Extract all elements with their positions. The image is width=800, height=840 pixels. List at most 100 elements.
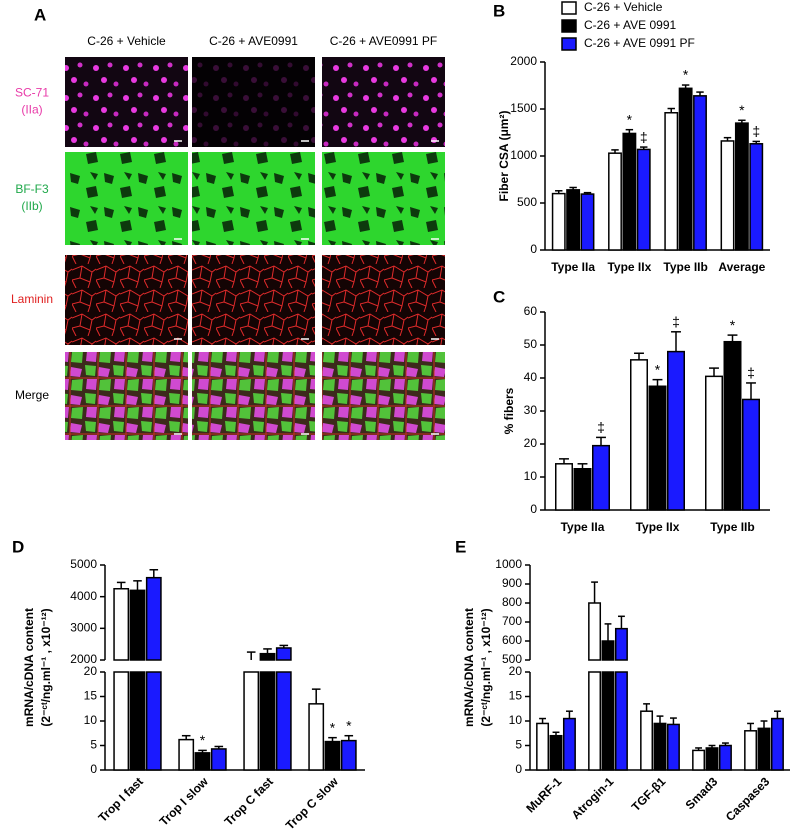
y-tick-label: 0 bbox=[515, 762, 522, 776]
y-tick-label: 10 bbox=[524, 469, 538, 483]
bar bbox=[551, 192, 566, 251]
legend-swatch bbox=[561, 1, 577, 15]
y-axis-label: (2⁻ᶜᵗ/ng.ml⁻¹ , x10⁻¹²) bbox=[39, 608, 53, 726]
y-tick-label: 0 bbox=[90, 762, 97, 776]
y-tick-label: 20 bbox=[524, 436, 538, 450]
micrograph bbox=[322, 255, 445, 345]
bar bbox=[678, 87, 693, 251]
micrograph bbox=[65, 57, 188, 147]
significance: * bbox=[330, 719, 336, 735]
bar bbox=[630, 359, 648, 511]
y-tick-label: 50 bbox=[524, 337, 538, 351]
y-tick-label: 40 bbox=[524, 370, 538, 384]
micrograph-dim bbox=[192, 57, 315, 147]
bar bbox=[742, 398, 760, 511]
significance: * bbox=[730, 317, 736, 333]
bar bbox=[194, 752, 211, 771]
x-tick-label: Smad3 bbox=[683, 774, 721, 812]
significance: * bbox=[739, 102, 745, 118]
bar bbox=[718, 744, 732, 771]
x-tick-label: Type IIx bbox=[607, 260, 651, 274]
x-tick-label: Average bbox=[718, 260, 765, 274]
x-tick-label: Type IIx bbox=[636, 520, 680, 534]
y-tick-label: 5000 bbox=[70, 557, 97, 571]
bar bbox=[636, 148, 651, 251]
bar bbox=[324, 740, 341, 771]
row-label: Merge bbox=[15, 388, 49, 402]
bar bbox=[601, 671, 615, 771]
row-label: (IIb) bbox=[21, 199, 42, 213]
y-tick-label: 15 bbox=[84, 689, 98, 703]
bar bbox=[608, 152, 622, 251]
y-tick-label: 10 bbox=[84, 713, 98, 727]
bar bbox=[664, 112, 679, 251]
x-tick-label: Type IIa bbox=[561, 520, 605, 534]
bar bbox=[588, 671, 602, 771]
y-tick-label: 5 bbox=[515, 738, 522, 752]
y-axis-label: mRNA/cDNA content bbox=[22, 608, 36, 727]
panel-label: E bbox=[455, 537, 466, 556]
y-axis-label: mRNA/cDNA content bbox=[462, 608, 476, 727]
y-tick-label: 2000 bbox=[510, 54, 537, 68]
bar bbox=[720, 140, 735, 251]
bar bbox=[259, 652, 276, 661]
bar bbox=[178, 738, 195, 771]
micrograph bbox=[65, 152, 188, 245]
row-label: SC-71 bbox=[15, 86, 49, 100]
bar bbox=[744, 730, 758, 771]
y-tick-label: 2000 bbox=[70, 652, 97, 666]
micrograph bbox=[322, 352, 445, 440]
column-header: C-26 + AVE0991 PF bbox=[330, 34, 438, 48]
bar bbox=[145, 671, 162, 771]
bar bbox=[210, 748, 227, 771]
column-header: C-26 + Vehicle bbox=[87, 34, 166, 48]
y-tick-label: 5 bbox=[90, 738, 97, 752]
x-tick-label: Trop C fast bbox=[222, 774, 276, 828]
bar bbox=[592, 444, 610, 511]
y-axis-label: Fiber CSA (μm²) bbox=[497, 111, 511, 202]
x-tick-label: Trop I fast bbox=[95, 774, 145, 824]
bar bbox=[693, 95, 707, 251]
micrograph bbox=[192, 255, 315, 345]
bar bbox=[622, 132, 637, 251]
legend-swatch bbox=[561, 37, 577, 51]
y-tick-label: 500 bbox=[517, 195, 537, 209]
bar bbox=[653, 722, 667, 771]
y-tick-label: 3000 bbox=[70, 621, 97, 635]
y-tick-label: 500 bbox=[502, 652, 522, 666]
x-tick-label: Trop I slow bbox=[157, 774, 212, 829]
bar bbox=[705, 375, 723, 511]
bar bbox=[648, 385, 667, 511]
significance: ‡ bbox=[597, 419, 605, 435]
y-tick-label: 4000 bbox=[70, 589, 97, 603]
x-tick-label: MuRF-1 bbox=[523, 774, 564, 815]
x-tick-label: Type IIb bbox=[710, 520, 754, 534]
bar bbox=[614, 671, 628, 771]
bar bbox=[243, 671, 260, 771]
micrograph bbox=[192, 352, 315, 440]
x-tick-label: Atrogin-1 bbox=[569, 774, 617, 822]
bar bbox=[614, 627, 628, 661]
column-header: C-26 + AVE0991 bbox=[209, 34, 298, 48]
bar bbox=[129, 589, 146, 661]
y-axis-label: % fibers bbox=[502, 387, 516, 434]
significance: * bbox=[200, 732, 206, 748]
significance: ‡ bbox=[752, 123, 760, 139]
bar bbox=[562, 717, 576, 771]
y-tick-label: 20 bbox=[509, 664, 523, 678]
bar bbox=[705, 747, 719, 771]
micrograph bbox=[322, 152, 445, 245]
x-tick-label: Trop C slow bbox=[283, 774, 341, 832]
bar bbox=[340, 739, 357, 771]
bar bbox=[308, 703, 325, 771]
bar bbox=[275, 671, 292, 771]
bar bbox=[573, 468, 592, 511]
significance: * bbox=[627, 111, 633, 127]
x-tick-label: TGF-β1 bbox=[629, 774, 669, 814]
y-tick-label: 30 bbox=[524, 403, 538, 417]
y-tick-label: 15 bbox=[509, 689, 523, 703]
x-tick-label: Type IIb bbox=[663, 260, 707, 274]
bar bbox=[734, 122, 749, 251]
y-tick-label: 900 bbox=[502, 576, 522, 590]
